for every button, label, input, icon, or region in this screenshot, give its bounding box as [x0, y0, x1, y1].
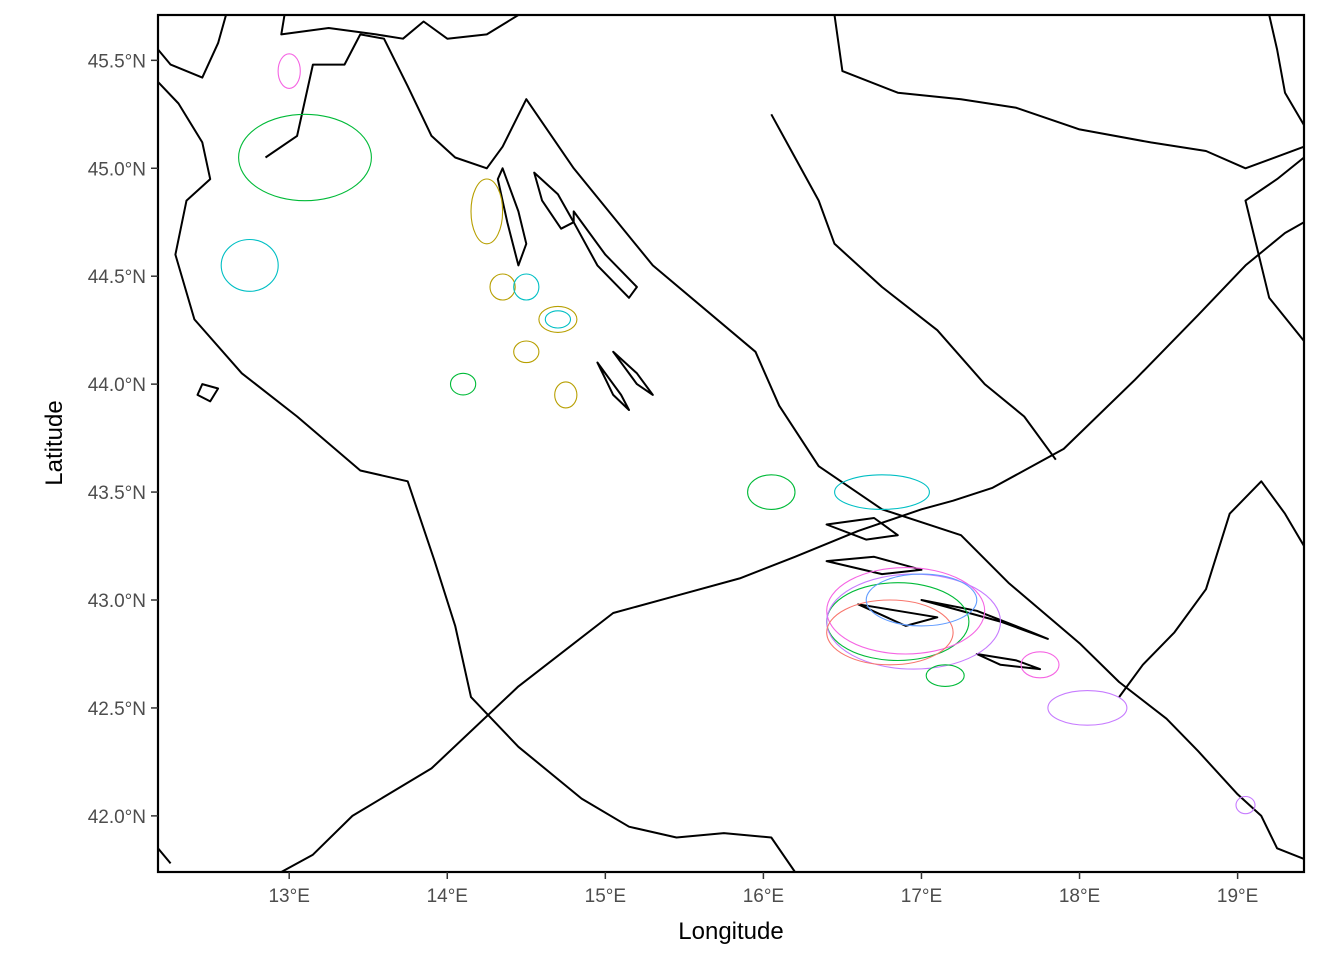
density-contour-1	[220, 238, 279, 292]
y-tick-label: 42.0°N	[88, 807, 146, 828]
coastline-5	[264, 33, 1304, 860]
density-contour-7	[513, 340, 540, 364]
y-tick-label: 43.5°N	[88, 483, 146, 504]
island-outline-3	[596, 361, 630, 411]
density-contour-3	[489, 273, 516, 301]
y-axis-title: Latitude	[41, 400, 68, 485]
density-contour-21	[925, 664, 965, 687]
panel-background	[158, 15, 1304, 872]
y-tick-label: 42.5°N	[88, 699, 146, 720]
island-outline-4	[612, 350, 654, 396]
island-outline-6	[825, 517, 899, 541]
y-axis: 45.5°N 45.0°N 44.5°N 44.0°N 43.5°N 43.0°N 42.5…	[88, 51, 158, 828]
coastline-4	[158, 81, 796, 872]
coastline-6	[1118, 480, 1304, 698]
x-axis: 13°E 14°E 15°E 16°E 17°E 18°E 19°E	[268, 872, 1258, 907]
coastline-8	[1268, 15, 1304, 126]
density-contour-5	[538, 305, 578, 333]
coastline-10	[770, 113, 1057, 461]
x-tick-label: 15°E	[585, 886, 626, 907]
x-tick-label: 16°E	[743, 886, 784, 907]
coastline-7	[1244, 156, 1304, 342]
density-contour-4	[513, 273, 540, 301]
x-tick-label: 13°E	[268, 886, 309, 907]
density-contour-8	[554, 381, 578, 409]
y-tick-label: 44.0°N	[88, 375, 146, 396]
density-contour-18	[1047, 690, 1128, 726]
coastline-1	[158, 15, 227, 79]
y-tick-label: 44.5°N	[88, 267, 146, 288]
density-contour-15	[826, 599, 954, 666]
y-tick-label: 45.5°N	[88, 51, 146, 72]
island-outline-5	[196, 383, 220, 403]
x-axis-title: Longitude	[678, 918, 783, 945]
density-contour-19	[1235, 795, 1256, 815]
coastline-0	[158, 847, 172, 865]
density-contour-10	[277, 53, 301, 89]
island-outline-10	[975, 653, 1041, 671]
density-contour-17	[1020, 651, 1060, 679]
coastline-2	[280, 15, 519, 40]
island-outline-2	[572, 210, 638, 299]
density-contour-9	[449, 372, 477, 396]
density-contour-0	[238, 113, 372, 202]
density-contour-13	[826, 567, 986, 655]
x-tick-label: 18°E	[1059, 886, 1100, 907]
island-outline-8	[857, 603, 939, 627]
map-layer	[158, 15, 1304, 872]
coastline-9	[833, 15, 1304, 170]
island-outline-1	[533, 171, 575, 230]
island-outline-7	[825, 555, 923, 576]
island-outline-0	[496, 167, 528, 267]
density-contour-11	[834, 474, 930, 510]
density-contour-20	[747, 474, 796, 510]
coastline-3	[280, 221, 1304, 872]
panel-border	[156, 13, 1306, 874]
island-outline-9	[920, 599, 1049, 640]
density-contour-6	[544, 310, 572, 329]
density-contour-16	[865, 573, 978, 627]
y-tick-label: 45.0°N	[88, 159, 146, 180]
x-tick-label: 14°E	[427, 886, 468, 907]
density-contour-2	[470, 178, 504, 245]
x-tick-label: 19°E	[1217, 886, 1258, 907]
x-tick-label: 17°E	[901, 886, 942, 907]
y-tick-label: 43.0°N	[88, 591, 146, 612]
